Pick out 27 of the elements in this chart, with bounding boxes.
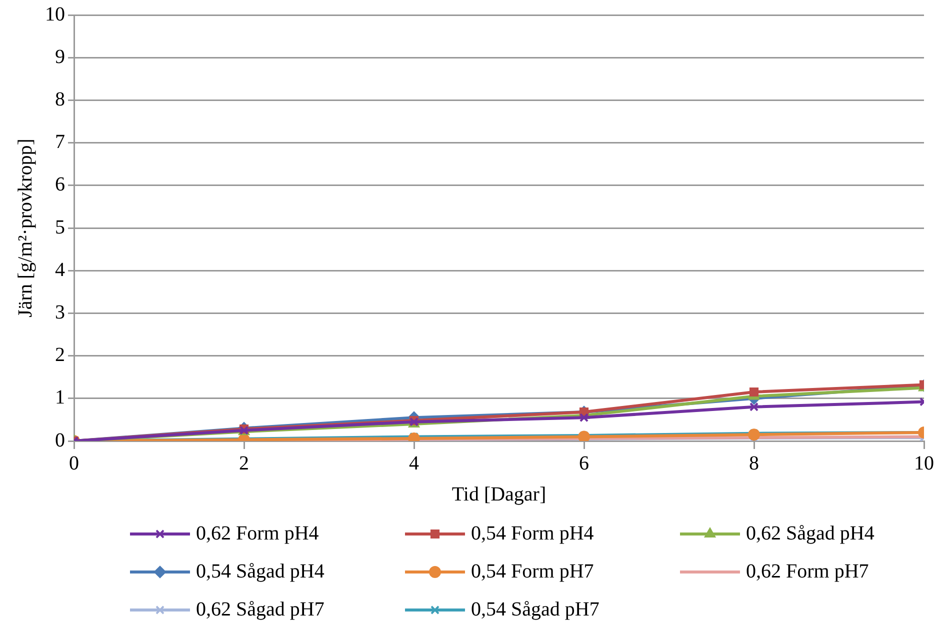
x-axis-title: Tid [Dagar] bbox=[452, 483, 546, 506]
x-tick-label: 6 bbox=[579, 452, 589, 474]
y-tick-label: 6 bbox=[55, 174, 65, 196]
legend-label: 0,54 Form pH7 bbox=[471, 560, 594, 582]
x-tick-label: 2 bbox=[239, 452, 249, 474]
legend-label: 0,54 Sågad pH7 bbox=[471, 598, 600, 620]
y-axis-title: Järn [g/m²·provkropp] bbox=[14, 138, 36, 318]
legend-label: 0,54 Form pH4 bbox=[471, 522, 594, 544]
y-tick-label: 2 bbox=[55, 344, 65, 366]
y-tick-label: 3 bbox=[55, 301, 65, 324]
legend-label: 0,62 Form pH4 bbox=[196, 522, 319, 544]
legend-label: 0,54 Sågad pH4 bbox=[196, 560, 324, 582]
x-tick-label: 0 bbox=[69, 452, 79, 474]
y-tick-label: 0 bbox=[55, 429, 65, 452]
x-tick-label: 10 bbox=[914, 452, 934, 474]
y-tick-label: 5 bbox=[55, 216, 65, 238]
y-tick-label: 10 bbox=[45, 3, 65, 26]
y-tick-label: 9 bbox=[55, 46, 65, 68]
legend-label: 0,62 Sågad pH4 bbox=[746, 522, 874, 544]
y-tick-label: 7 bbox=[55, 131, 65, 154]
x-tick-label: 4 bbox=[409, 452, 419, 474]
legend-label: 0,62 Form pH7 bbox=[746, 560, 869, 582]
y-tick-label: 8 bbox=[55, 88, 65, 110]
x-tick-label: 8 bbox=[749, 452, 759, 474]
y-tick-label: 4 bbox=[55, 258, 65, 281]
legend-label: 0,62 Sågad pH7 bbox=[196, 598, 324, 620]
y-tick-label: 1 bbox=[55, 386, 65, 409]
